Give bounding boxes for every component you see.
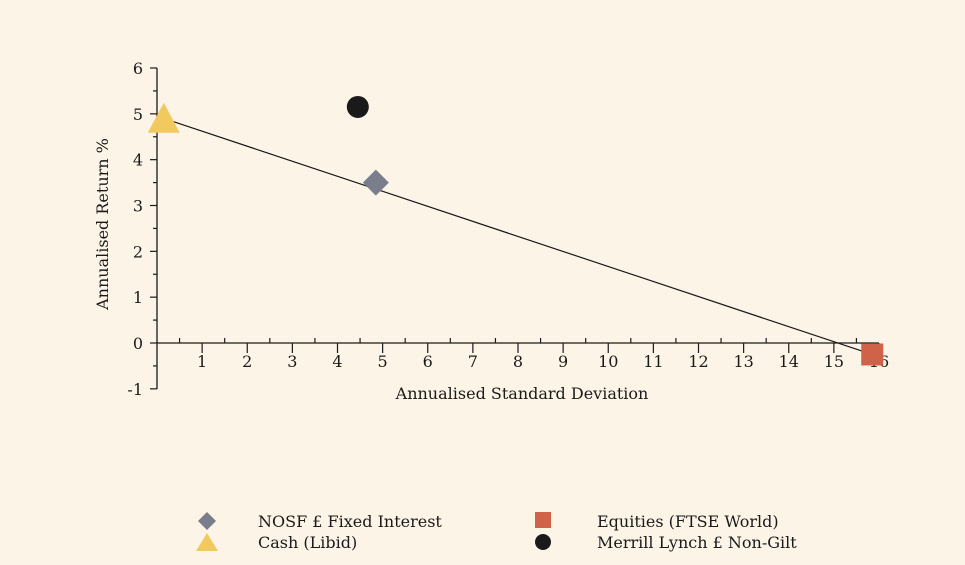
- y-tick-label: 6: [133, 59, 143, 78]
- x-tick-label: 15: [824, 352, 844, 371]
- x-tick-label: 7: [468, 352, 478, 371]
- x-tick-label: 10: [598, 352, 618, 371]
- trend-line: [163, 117, 873, 356]
- x-tick-label: 9: [558, 352, 568, 371]
- x-tick-label: 8: [513, 352, 523, 371]
- y-tick-label: 2: [133, 242, 143, 261]
- x-tick-label: 2: [242, 352, 252, 371]
- x-tick-label: 5: [378, 352, 388, 371]
- y-tick-label: 3: [133, 197, 143, 216]
- x-tick-label: 3: [287, 352, 297, 371]
- data-points: [147, 95, 884, 366]
- y-tick-label: 4: [133, 151, 143, 170]
- point-cash-libid: [147, 102, 180, 133]
- y-axis-label: Annualised Return %: [93, 138, 112, 311]
- x-tick-label: 12: [688, 352, 708, 371]
- x-axis-ticks: 12345678910111213141516: [178, 338, 889, 371]
- x-tick-label: 4: [332, 352, 342, 371]
- y-tick-label: 5: [133, 105, 143, 124]
- point-nosf-fixed-interest: [362, 169, 389, 196]
- y-tick-label: 0: [133, 334, 143, 353]
- x-tick-label: 6: [423, 352, 433, 371]
- x-axis-label: Annualised Standard Deviation: [395, 384, 649, 403]
- x-tick-label: 13: [733, 352, 753, 371]
- point-equities-ftse-world: [861, 343, 884, 366]
- y-tick-label: 1: [133, 288, 143, 307]
- y-axis-ticks: -1 0 1 2 3 4 5 6: [127, 59, 157, 399]
- y-tick-label: -1: [127, 380, 143, 399]
- x-tick-label: 14: [779, 352, 799, 371]
- x-tick-label: 1: [197, 352, 207, 371]
- x-tick-label: 11: [643, 352, 663, 371]
- point-merrill-lynch-non-gilt: [346, 95, 369, 118]
